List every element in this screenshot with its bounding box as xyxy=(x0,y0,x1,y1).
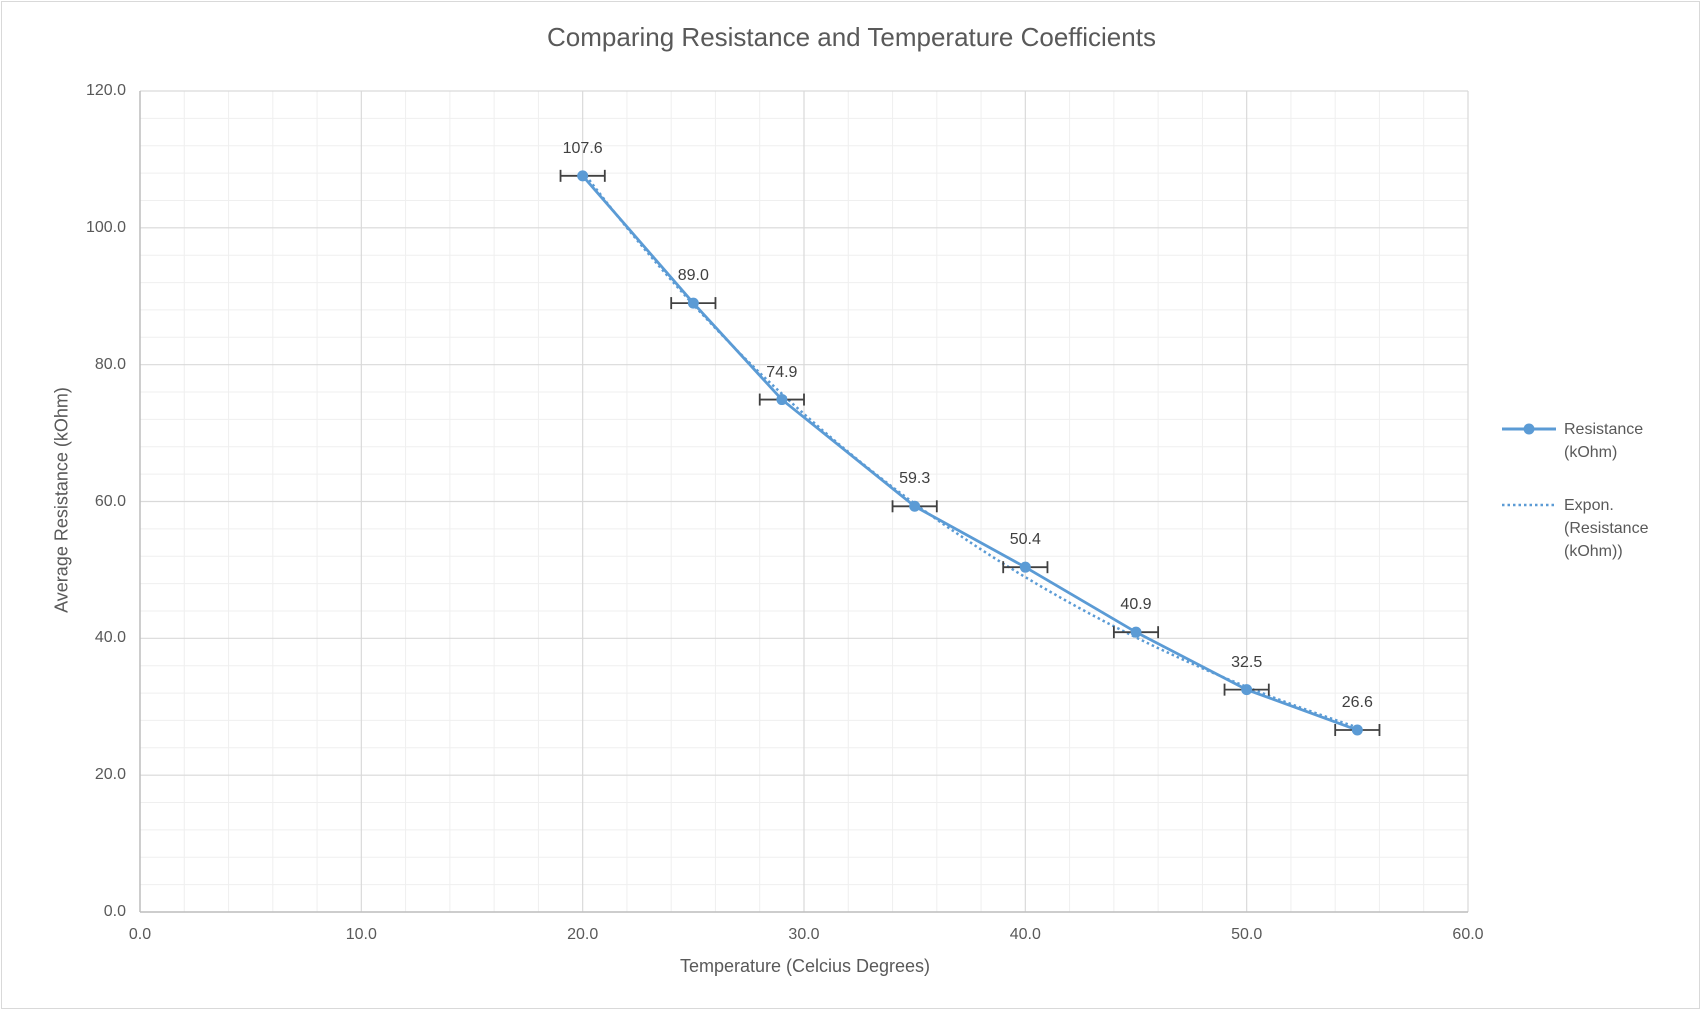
data-point xyxy=(1351,724,1363,736)
x-tick-label: 0.0 xyxy=(128,926,152,943)
legend-line-marker-icon xyxy=(1502,423,1556,435)
x-tick-label: 50.0 xyxy=(1231,926,1263,943)
y-tick-label: 60.0 xyxy=(94,492,126,510)
data-label: 107.6 xyxy=(562,139,603,157)
y-tick-label: 80.0 xyxy=(94,355,126,373)
data-point xyxy=(1019,561,1031,573)
y-tick-label: 120.0 xyxy=(85,82,126,99)
x-tick-label: 60.0 xyxy=(1452,926,1484,943)
trendline-exponential xyxy=(581,170,1358,729)
data-point xyxy=(1241,684,1253,696)
legend-label-resistance: Resistance (kOhm) xyxy=(1564,421,1644,461)
data-label: 89.0 xyxy=(677,267,709,285)
chart-title: Comparing Resistance and Temperature Coe… xyxy=(547,22,1156,52)
data-label: 32.5 xyxy=(1231,653,1263,671)
legend: Resistance (kOhm) Expon. (Resistance (kO… xyxy=(1500,418,1690,593)
data-label: 59.3 xyxy=(899,470,931,488)
legend-dotted-line-icon xyxy=(1502,503,1556,507)
data-point xyxy=(577,170,589,182)
legend-label-trendline: Expon. (Resistance (kOhm)) xyxy=(1564,497,1649,560)
data-point xyxy=(687,297,699,309)
data-label: 74.9 xyxy=(766,363,798,381)
data-point xyxy=(909,500,921,512)
y-tick-label: 40.0 xyxy=(94,629,126,647)
data-label: 40.9 xyxy=(1120,596,1152,614)
y-tick-label: 100.0 xyxy=(85,218,126,236)
data-point xyxy=(776,394,788,406)
x-tick-label: 20.0 xyxy=(567,926,599,943)
x-tick-label: 40.0 xyxy=(1009,926,1041,943)
series-line-resistance xyxy=(581,174,1358,732)
x-tick-label: 30.0 xyxy=(788,926,820,943)
y-tick-label: 0.0 xyxy=(103,903,126,920)
data-label: 26.6 xyxy=(1341,694,1373,711)
y-tick-label: 20.0 xyxy=(94,766,126,784)
data-label: 50.4 xyxy=(1009,531,1041,549)
x-tick-label: 10.0 xyxy=(345,926,377,943)
data-point xyxy=(1130,626,1142,638)
legend-item-trendline[interactable]: Expon. (Resistance (kOhm)) xyxy=(1500,494,1690,563)
legend-item-resistance[interactable]: Resistance (kOhm) xyxy=(1500,418,1690,464)
x-axis-title: Temperature (Celcius Degrees) xyxy=(679,956,931,976)
